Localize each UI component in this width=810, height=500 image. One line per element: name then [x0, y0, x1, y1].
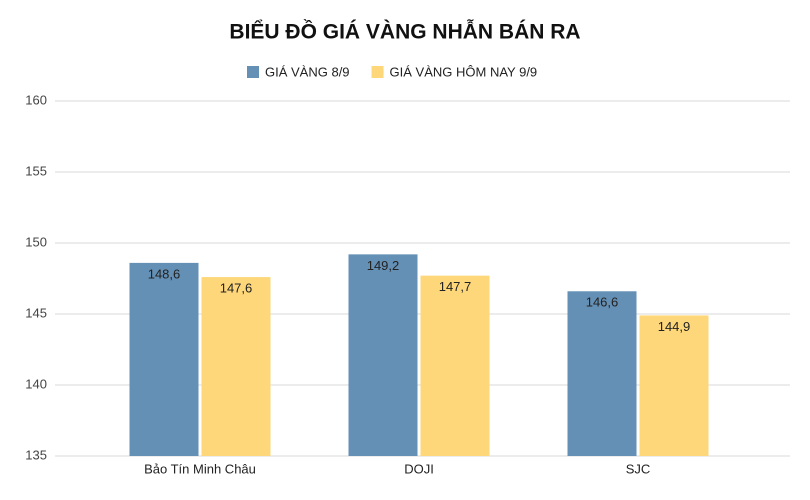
value-label: 146,6: [586, 295, 619, 310]
value-label: 147,6: [220, 281, 253, 296]
value-label: 144,9: [658, 319, 691, 334]
bar: [420, 275, 490, 456]
chart-title: BIỂU ĐỒ GIÁ VÀNG NHẪN BÁN RA: [229, 20, 580, 44]
y-tick-label: 140: [25, 376, 47, 391]
legend-swatch: [247, 66, 259, 78]
bar: [129, 262, 199, 456]
bar: [567, 291, 637, 456]
y-tick-label: 160: [25, 92, 47, 107]
bar: [639, 315, 709, 456]
legend-swatch: [371, 66, 384, 78]
legend-label: GIÁ VÀNG HÔM NAY 9/9: [390, 64, 538, 79]
value-label: 148,6: [148, 266, 181, 281]
legend-label: GIÁ VÀNG 8/9: [265, 64, 350, 79]
value-label: 147,7: [439, 279, 472, 294]
x-tick-label: DOJI: [404, 461, 434, 476]
y-tick-label: 145: [25, 305, 47, 320]
value-label: 149,2: [367, 258, 400, 273]
y-tick-label: 155: [25, 163, 47, 178]
y-tick-label: 135: [25, 447, 47, 462]
legend: GIÁ VÀNG 8/9 GIÁ VÀNG HÔM NAY 9/9: [247, 64, 537, 79]
bar: [348, 254, 418, 456]
x-tick-label: SJC: [626, 461, 651, 476]
x-tick-label: Bảo Tín Minh Châu: [144, 461, 256, 476]
bar: [201, 277, 271, 456]
y-tick-label: 150: [25, 234, 47, 249]
